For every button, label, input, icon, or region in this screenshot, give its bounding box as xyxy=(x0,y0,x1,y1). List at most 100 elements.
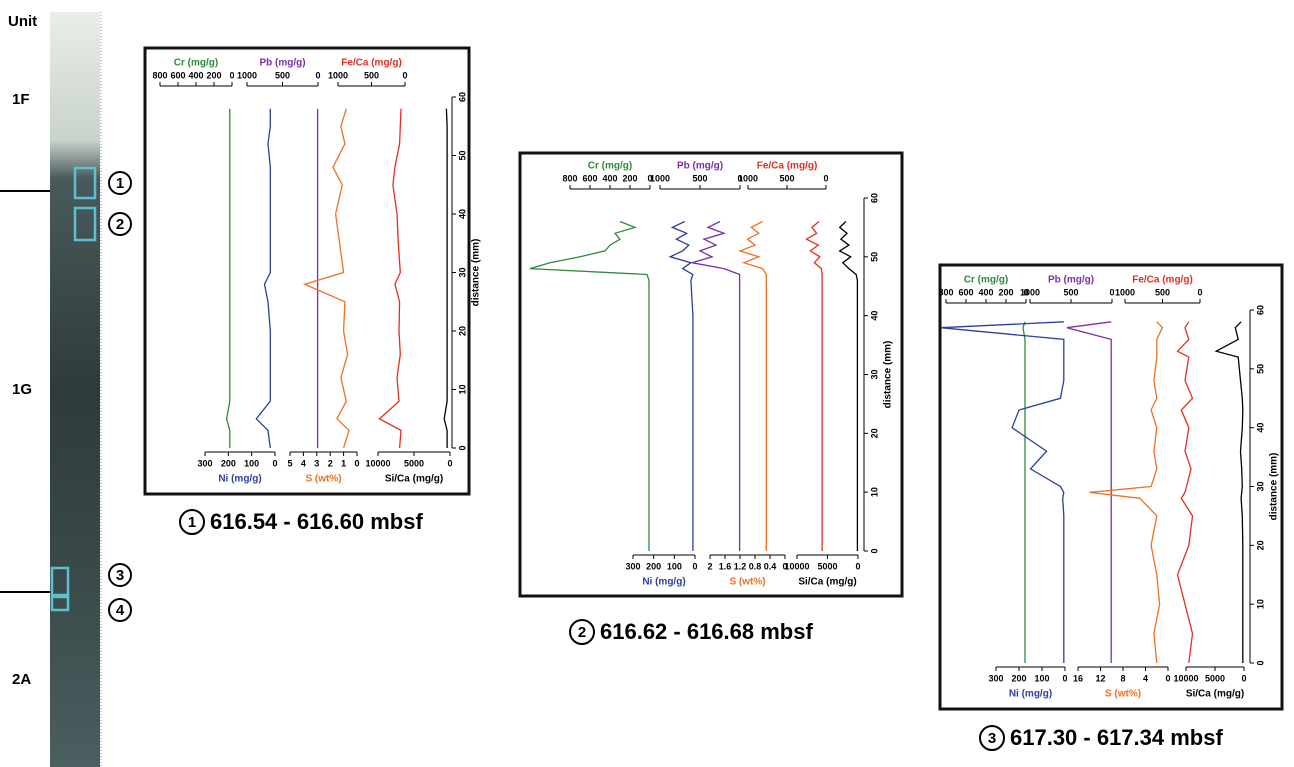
sample-box xyxy=(73,166,97,200)
x-tick-label: 0 xyxy=(229,70,234,80)
x-tick-label: 200 xyxy=(998,287,1013,297)
x-tick-label: 12 xyxy=(1095,673,1105,683)
x-tick-label: 500 xyxy=(779,173,794,183)
profile-line xyxy=(443,108,448,448)
caption: 616.62 - 616.68 mbsf xyxy=(600,619,813,644)
profile-line xyxy=(1066,321,1112,663)
x-tick-label: 600 xyxy=(582,173,597,183)
x-tick-label: 1000 xyxy=(237,70,257,80)
x-tick-label: 200 xyxy=(646,561,661,571)
y-tick-label: 40 xyxy=(869,311,879,321)
y-tick-label: 30 xyxy=(1255,481,1265,491)
profile-line xyxy=(1176,321,1194,664)
x-tick-label: 500 xyxy=(1063,287,1078,297)
y-tick-label: 50 xyxy=(457,150,467,160)
caption-circle xyxy=(569,619,595,645)
x-tick-label: 5000 xyxy=(404,458,424,468)
profile-line xyxy=(1214,321,1244,663)
caption-marker: 1 xyxy=(188,514,196,531)
unit-header: Unit xyxy=(8,13,37,30)
x-tick-label: 100 xyxy=(244,458,259,468)
track-name: Fe/Ca (mg/g) xyxy=(757,161,818,172)
x-tick-label: 0 xyxy=(782,561,787,571)
profile-line xyxy=(1089,321,1164,664)
x-tick-label: 0 xyxy=(1023,287,1028,297)
profile-line xyxy=(302,108,350,449)
profile-line xyxy=(940,321,1065,663)
sample-marker: 4 xyxy=(116,602,125,619)
profile-line xyxy=(378,108,402,449)
x-tick-label: 500 xyxy=(275,70,290,80)
core-column: Unit 1F 1G 2A 1 2 3 4 xyxy=(0,12,132,767)
profile-line xyxy=(1022,321,1026,663)
x-tick-label: 200 xyxy=(1011,673,1026,683)
x-tick-label: 0 xyxy=(1197,287,1202,297)
caption-circle xyxy=(979,725,1005,751)
sample-marker: 3 xyxy=(116,567,124,584)
y-tick-label: 50 xyxy=(869,252,879,262)
x-tick-label: 4 xyxy=(301,458,306,468)
x-tick-label: 4 xyxy=(1143,673,1148,683)
track-name: Si/Ca (mg/g) xyxy=(385,474,443,485)
x-tick-label: 800 xyxy=(152,70,167,80)
x-tick-label: 800 xyxy=(938,287,953,297)
x-tick-label: 8 xyxy=(1120,673,1125,683)
track-name: S (wt%) xyxy=(1105,689,1141,700)
x-tick-label: 0 xyxy=(402,70,407,80)
x-tick-label: 100 xyxy=(667,561,682,571)
x-tick-label: 16 xyxy=(1073,673,1083,683)
caption: 617.30 - 617.34 mbsf xyxy=(1010,725,1223,750)
y-tick-label: 30 xyxy=(869,369,879,379)
profile-line xyxy=(838,221,859,551)
x-tick-label: 1000 xyxy=(738,173,758,183)
x-tick-label: 0 xyxy=(315,70,320,80)
x-tick-label: 800 xyxy=(562,173,577,183)
y-tick-label: 10 xyxy=(1255,599,1265,609)
y-tick-label: 20 xyxy=(457,326,467,336)
sample-box xyxy=(50,595,70,612)
caption-circle xyxy=(179,509,205,535)
x-tick-label: 5000 xyxy=(817,561,837,571)
track-name: Pb (mg/g) xyxy=(677,161,723,172)
profile-line xyxy=(529,220,650,551)
x-tick-label: 0.4 xyxy=(764,561,777,571)
x-tick-label: 1000 xyxy=(650,173,670,183)
x-tick-label: 2 xyxy=(328,458,333,468)
x-tick-label: 5 xyxy=(287,458,292,468)
x-tick-label: 0 xyxy=(272,458,277,468)
track-name: Pb (mg/g) xyxy=(259,58,305,69)
core-image xyxy=(50,12,100,767)
track-name: Ni (mg/g) xyxy=(218,474,261,485)
track-name: Si/Ca (mg/g) xyxy=(1186,689,1244,700)
x-tick-label: 0 xyxy=(855,561,860,571)
y-axis-label: distance (mm) xyxy=(1269,453,1280,521)
track-name: Ni (mg/g) xyxy=(642,577,685,588)
sample-marker: 1 xyxy=(116,175,124,192)
track-name: S (wt%) xyxy=(729,577,765,588)
caption-marker: 3 xyxy=(988,730,996,747)
panel-frame xyxy=(143,46,471,496)
y-tick-label: 60 xyxy=(457,92,467,102)
y-axis-label: distance (mm) xyxy=(471,239,482,307)
profile-line xyxy=(738,220,767,551)
track-name: Cr (mg/g) xyxy=(588,161,632,172)
y-tick-label: 60 xyxy=(1255,305,1265,315)
x-tick-label: 500 xyxy=(692,173,707,183)
y-tick-label: 20 xyxy=(1255,540,1265,550)
track-name: Cr (mg/g) xyxy=(174,58,218,69)
y-tick-label: 0 xyxy=(457,445,467,450)
x-tick-label: 0 xyxy=(647,173,652,183)
x-tick-label: 10000 xyxy=(1173,673,1198,683)
track-name: Ni (mg/g) xyxy=(1009,689,1052,700)
unit-label: 2A xyxy=(12,671,31,688)
profile-line xyxy=(805,221,823,551)
x-tick-label: 500 xyxy=(1155,287,1170,297)
track-name: Cr (mg/g) xyxy=(964,275,1008,286)
x-tick-label: 400 xyxy=(602,173,617,183)
x-tick-label: 200 xyxy=(622,173,637,183)
x-tick-label: 0 xyxy=(1109,287,1114,297)
x-tick-label: 300 xyxy=(988,673,1003,683)
y-tick-label: 60 xyxy=(869,193,879,203)
